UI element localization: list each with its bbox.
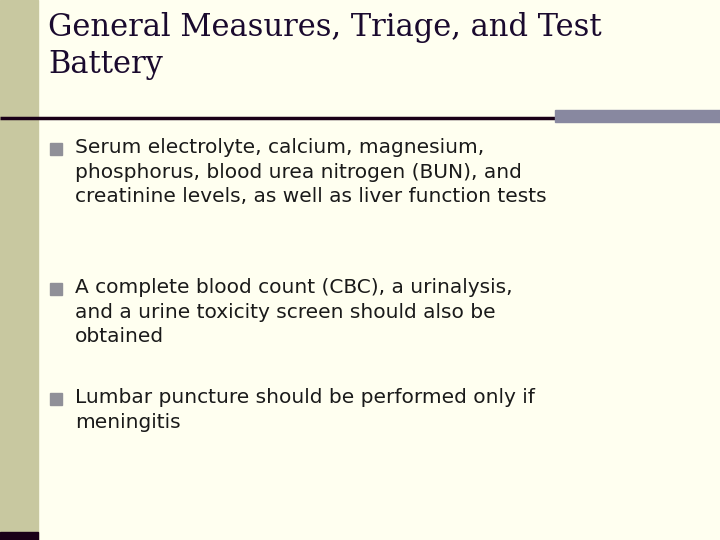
Text: A complete blood count (CBC), a urinalysis,
and a urine toxicity screen should a: A complete blood count (CBC), a urinalys… bbox=[75, 278, 513, 346]
Text: Lumbar puncture should be performed only if
meningitis: Lumbar puncture should be performed only… bbox=[75, 388, 535, 431]
Text: Serum electrolyte, calcium, magnesium,
phosphorus, blood urea nitrogen (BUN), an: Serum electrolyte, calcium, magnesium, p… bbox=[75, 138, 546, 206]
Bar bbox=[555, 110, 720, 122]
Bar bbox=[0, 0, 38, 540]
Bar bbox=[50, 143, 62, 155]
Bar bbox=[50, 393, 62, 405]
Bar bbox=[0, 532, 38, 540]
Text: General Measures, Triage, and Test
Battery: General Measures, Triage, and Test Batte… bbox=[48, 12, 602, 80]
Bar bbox=[50, 283, 62, 295]
